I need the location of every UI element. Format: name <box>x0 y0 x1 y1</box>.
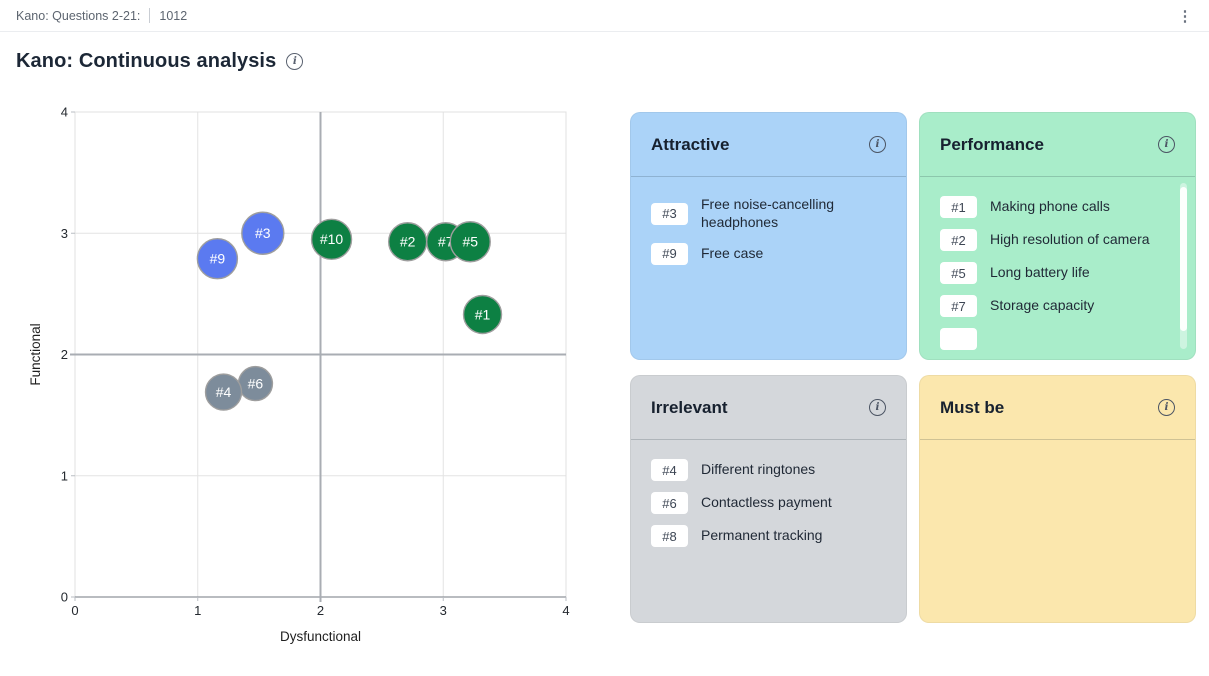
doc-id: 1012 <box>159 8 188 23</box>
scatter-plot-svg: 0 1 2 3 4 0 1 2 3 4 Dysfunctional Functional #9 #3 #10… <box>28 105 570 645</box>
page-title-info-icon[interactable] <box>286 53 304 70</box>
feature-label: Permanent tracking <box>701 527 823 544</box>
y-tick-label: 0 <box>61 590 68 605</box>
bubble-label-5: #5 <box>462 234 478 250</box>
top-bar: Kano: Questions 2-21: 1012 <box>0 0 1209 32</box>
card-must-be-list <box>920 440 1195 622</box>
y-tick-label: 1 <box>61 468 68 483</box>
card-performance: Performance #1 Making phone calls #2 High r… <box>919 112 1196 360</box>
page-title: Kano: Continuous analysis <box>16 50 277 72</box>
card-performance-list: #1 Making phone calls #2 High resolution of… <box>920 177 1195 359</box>
info-icon[interactable] <box>1158 399 1175 416</box>
feature-id-badge: #7 <box>940 295 977 317</box>
card-must-be: Must be <box>919 375 1196 623</box>
x-tick-label: 4 <box>562 603 569 618</box>
kebab-menu-icon[interactable] <box>1175 6 1195 26</box>
x-tick-label: 1 <box>194 603 201 618</box>
x-tick-label: 3 <box>440 603 447 618</box>
y-axis-title: Functional <box>28 323 43 385</box>
feature-label: High resolution of camera <box>990 231 1150 248</box>
card-title: Must be <box>940 397 1005 417</box>
feature-item: #7 Storage capacity <box>940 295 1175 317</box>
bubble-3[interactable] <box>241 211 285 255</box>
x-axis-title: Dysfunctional <box>280 629 361 644</box>
bubble-label-3: #3 <box>255 225 271 241</box>
x-tick-label: 0 <box>71 603 78 618</box>
feature-item: #3 Free noise-cancelling headphones <box>651 196 886 232</box>
feature-item: #1 Making phone calls <box>940 196 1175 218</box>
y-tick-label: 2 <box>61 347 68 362</box>
feature-item: #5 Long battery life <box>940 262 1175 284</box>
x-tick-label: 2 <box>317 603 324 618</box>
feature-id-badge: #8 <box>651 525 688 547</box>
bubble-label-4: #4 <box>216 384 232 400</box>
card-attractive-header: Attractive <box>631 113 906 177</box>
card-title: Performance <box>940 134 1044 154</box>
bubble-label-7: #7 <box>438 234 454 250</box>
feature-item: #2 High resolution of camera <box>940 229 1175 251</box>
feature-item: #6 Contactless payment <box>651 492 886 514</box>
feature-id-badge: #2 <box>940 229 977 251</box>
page-header: Kano: Continuous analysis <box>16 50 304 73</box>
kano-scatter-chart: 0 1 2 3 4 0 1 2 3 4 Dysfunctional Functional #9 #3 #10… <box>0 95 600 665</box>
card-irrelevant-header: Irrelevant <box>631 376 906 440</box>
bubble-label-6: #6 <box>248 375 264 391</box>
feature-label: Making phone calls <box>990 198 1110 215</box>
feature-item <box>940 328 1175 350</box>
card-title: Irrelevant <box>651 397 728 417</box>
feature-label: Different ringtones <box>701 461 816 478</box>
feature-label: Free noise-cancelling headphones <box>701 196 835 230</box>
feature-item: #8 Permanent tracking <box>651 525 886 547</box>
bubble-5[interactable] <box>449 221 491 263</box>
feature-label: Long battery life <box>990 264 1090 281</box>
bubble-10[interactable] <box>310 218 353 261</box>
feature-label: Free case <box>701 244 764 261</box>
feature-id-badge: #5 <box>940 262 977 284</box>
feature-id-badge <box>940 328 977 350</box>
breadcrumb: Kano: Questions 2-21: 1012 <box>16 8 187 23</box>
breadcrumb-divider <box>149 8 151 23</box>
card-title: Attractive <box>651 134 730 154</box>
bubble-label-2: #2 <box>400 234 416 250</box>
y-tick-label: 3 <box>61 226 68 241</box>
feature-id-badge: #3 <box>651 202 688 225</box>
info-icon[interactable] <box>869 399 886 416</box>
y-tick-label: 4 <box>61 105 68 120</box>
feature-label: Storage capacity <box>990 297 1095 314</box>
feature-id-badge: #6 <box>651 492 688 514</box>
bubble-label-1: #1 <box>475 306 491 322</box>
card-performance-header: Performance <box>920 113 1195 177</box>
feature-item: #4 Different ringtones <box>651 459 886 481</box>
breadcrumb-text: Kano: Questions 2-21: <box>16 8 141 23</box>
card-irrelevant-list: #4 Different ringtones #6 Contactless payme… <box>631 440 906 622</box>
card-must-be-header: Must be <box>920 376 1195 440</box>
bubble-label-10: #10 <box>320 231 344 247</box>
bubble-1[interactable] <box>462 294 503 335</box>
feature-id-badge: #1 <box>940 196 977 218</box>
info-icon[interactable] <box>1158 136 1175 153</box>
feature-item: #9 Free case <box>651 242 886 265</box>
card-attractive-list: #3 Free noise-cancelling headphones #9 Free… <box>631 177 906 359</box>
feature-label: Contactless payment <box>701 494 832 511</box>
bubble-label-9: #9 <box>210 251 226 267</box>
feature-id-badge: #4 <box>651 459 688 481</box>
bubble-4[interactable] <box>204 373 243 411</box>
card-irrelevant: Irrelevant #4 Different ringtones #6 Contac… <box>630 375 907 623</box>
feature-id-badge: #9 <box>651 242 688 265</box>
card-attractive: Attractive #3 Free noise-cancelling headp… <box>630 112 907 360</box>
scrollbar-thumb[interactable] <box>1180 187 1187 331</box>
info-icon[interactable] <box>869 136 886 153</box>
bubble-9[interactable] <box>196 238 239 280</box>
